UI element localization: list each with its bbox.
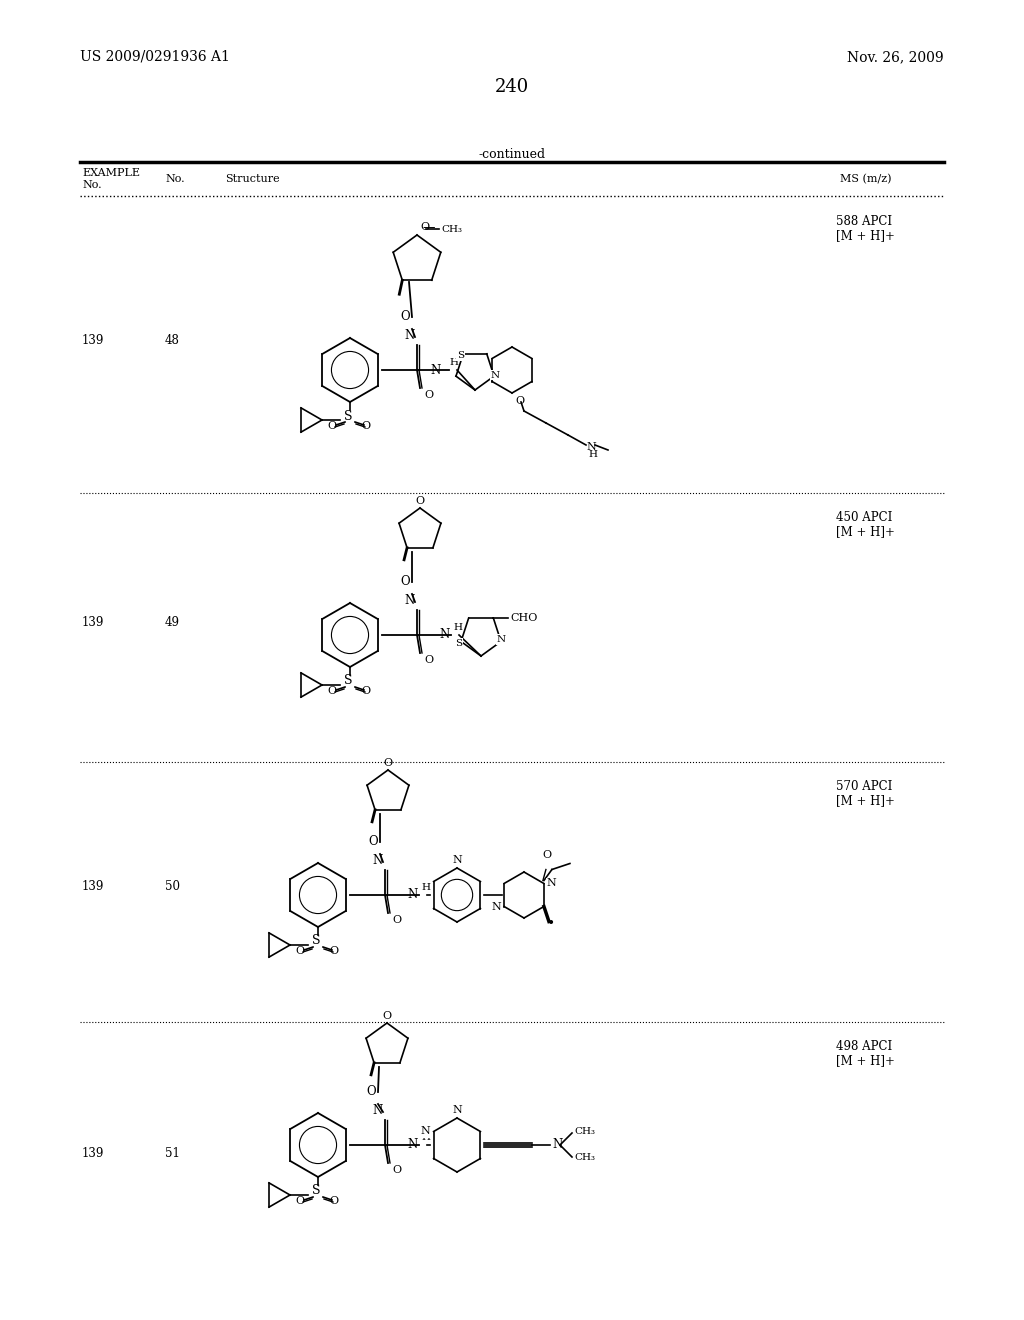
Text: O: O bbox=[330, 1196, 339, 1206]
Text: N: N bbox=[373, 854, 383, 867]
Text: H: H bbox=[588, 450, 597, 459]
Text: N: N bbox=[373, 1104, 383, 1117]
Text: O: O bbox=[543, 850, 552, 859]
Text: No.: No. bbox=[82, 180, 101, 190]
Text: O: O bbox=[392, 915, 401, 925]
Text: US 2009/0291936 A1: US 2009/0291936 A1 bbox=[80, 50, 229, 63]
Text: [M + H]+: [M + H]+ bbox=[836, 525, 895, 539]
Text: S: S bbox=[311, 935, 321, 948]
Text: N: N bbox=[408, 888, 418, 902]
Text: 139: 139 bbox=[82, 334, 104, 346]
Text: H: H bbox=[453, 623, 462, 632]
Text: 570 APCI: 570 APCI bbox=[836, 780, 892, 793]
Text: S: S bbox=[456, 639, 463, 648]
Text: 139: 139 bbox=[82, 880, 104, 894]
Text: CH₃: CH₃ bbox=[441, 224, 462, 234]
Text: O: O bbox=[416, 496, 425, 506]
Text: S: S bbox=[344, 409, 352, 422]
Text: O: O bbox=[330, 946, 339, 956]
Text: 139: 139 bbox=[82, 616, 104, 630]
Text: O: O bbox=[424, 389, 433, 400]
Text: N: N bbox=[552, 1138, 562, 1151]
Text: O: O bbox=[361, 421, 371, 432]
Text: O: O bbox=[383, 758, 392, 768]
Text: O: O bbox=[361, 686, 371, 696]
Text: O: O bbox=[328, 686, 337, 696]
Text: O: O bbox=[382, 1011, 391, 1020]
Text: —: — bbox=[422, 222, 434, 235]
Text: [M + H]+: [M + H]+ bbox=[836, 795, 895, 807]
Text: 48: 48 bbox=[165, 334, 180, 346]
Text: [M + H]+: [M + H]+ bbox=[836, 1053, 895, 1067]
Text: MS (m/z): MS (m/z) bbox=[840, 174, 892, 185]
Text: 588 APCI: 588 APCI bbox=[836, 215, 892, 228]
Text: O: O bbox=[400, 576, 410, 587]
Text: N: N bbox=[547, 879, 557, 888]
Text: 49: 49 bbox=[165, 616, 180, 630]
Text: N: N bbox=[586, 442, 596, 451]
Text: S: S bbox=[457, 351, 464, 360]
Text: CHO: CHO bbox=[510, 612, 538, 623]
Text: 51: 51 bbox=[165, 1147, 180, 1160]
Text: O: O bbox=[400, 310, 410, 323]
Text: N: N bbox=[492, 902, 501, 912]
Text: N: N bbox=[404, 329, 415, 342]
Text: O: O bbox=[367, 1085, 376, 1098]
Text: •: • bbox=[547, 916, 555, 929]
Text: N: N bbox=[408, 1138, 418, 1151]
Text: S: S bbox=[344, 675, 352, 688]
Text: N: N bbox=[490, 371, 500, 380]
Text: EXAMPLE: EXAMPLE bbox=[82, 168, 140, 178]
Text: -continued: -continued bbox=[478, 148, 546, 161]
Text: O: O bbox=[369, 836, 378, 847]
Text: H: H bbox=[421, 883, 430, 892]
Text: O: O bbox=[420, 222, 429, 232]
Text: [M + H]+: [M + H]+ bbox=[836, 228, 895, 242]
Text: 450 APCI: 450 APCI bbox=[836, 511, 892, 524]
Text: 240: 240 bbox=[495, 78, 529, 96]
Text: H: H bbox=[449, 358, 458, 367]
Text: N: N bbox=[404, 594, 415, 607]
Text: N: N bbox=[431, 363, 441, 376]
Text: O: O bbox=[296, 946, 304, 956]
Text: CH₃: CH₃ bbox=[574, 1127, 595, 1137]
Text: O: O bbox=[328, 421, 337, 432]
Text: S: S bbox=[311, 1184, 321, 1197]
Text: 50: 50 bbox=[165, 880, 180, 894]
Text: O: O bbox=[424, 655, 433, 665]
Text: N: N bbox=[440, 628, 451, 642]
Text: No.: No. bbox=[165, 174, 184, 183]
Text: N: N bbox=[453, 855, 462, 865]
Text: N: N bbox=[421, 1126, 431, 1137]
Text: O: O bbox=[515, 396, 524, 407]
Text: H: H bbox=[421, 1133, 430, 1142]
Text: N: N bbox=[497, 635, 506, 644]
Text: Structure: Structure bbox=[225, 174, 280, 183]
Text: O: O bbox=[392, 1166, 401, 1175]
Text: O: O bbox=[296, 1196, 304, 1206]
Text: N: N bbox=[453, 1105, 462, 1115]
Text: 498 APCI: 498 APCI bbox=[836, 1040, 892, 1053]
Text: CH₃: CH₃ bbox=[574, 1154, 595, 1163]
Text: 139: 139 bbox=[82, 1147, 104, 1160]
Text: Nov. 26, 2009: Nov. 26, 2009 bbox=[848, 50, 944, 63]
